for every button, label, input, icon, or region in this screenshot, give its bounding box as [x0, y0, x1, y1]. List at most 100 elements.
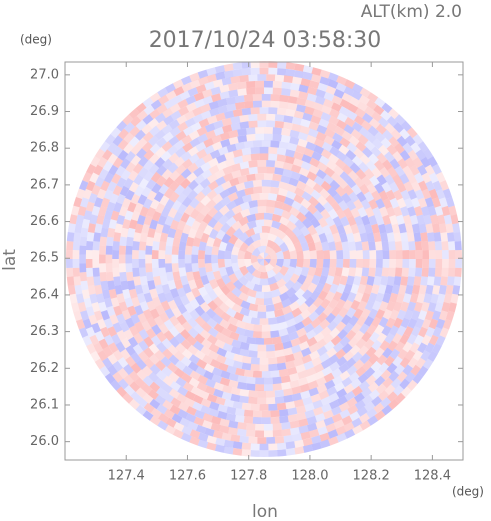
echo-cell [176, 287, 187, 298]
echo-cell [283, 388, 293, 397]
echo-cell [186, 102, 197, 112]
echo-cell [323, 98, 334, 109]
echo-cell [248, 114, 258, 122]
echo-cell [274, 342, 284, 351]
echo-cell [147, 280, 156, 291]
echo-cell [380, 397, 392, 408]
echo-cell [302, 65, 314, 74]
echo-cell [363, 315, 375, 327]
echo-cell [336, 432, 347, 443]
echo-cell [226, 365, 237, 375]
echo-cell [206, 435, 217, 445]
echo-cell [294, 446, 305, 455]
echo-cell [222, 384, 233, 394]
echo-cell [218, 292, 229, 304]
echo-cell [211, 141, 223, 151]
echo-cell [204, 385, 216, 395]
echo-cell [86, 232, 95, 242]
echo-cell [395, 250, 403, 259]
echo-cell [319, 432, 330, 442]
echo-cell [378, 390, 389, 401]
echo-cell [120, 280, 129, 291]
echo-cell [73, 232, 81, 242]
echo-cell [274, 349, 285, 358]
echo-cell [229, 177, 240, 187]
echo-cell [251, 261, 261, 271]
echo-cell [217, 105, 228, 114]
echo-cell [306, 171, 318, 182]
echo-cell [259, 153, 269, 161]
echo-cell [108, 288, 118, 299]
echo-cell [454, 241, 462, 251]
echo-cell [239, 201, 250, 211]
echo-cell [331, 406, 342, 416]
echo-cell [208, 343, 220, 354]
echo-cell [280, 134, 291, 143]
echo-cell [119, 236, 128, 247]
echo-cell [448, 302, 457, 313]
echo-cell [428, 250, 436, 259]
echo-cell [394, 165, 405, 177]
echo-cell [171, 199, 182, 211]
echo-cell [327, 79, 339, 89]
echo-cell [146, 206, 156, 218]
echo-cell [252, 186, 262, 194]
echo-cell [372, 138, 383, 150]
echo-cell [167, 207, 178, 219]
echo-cell [224, 158, 235, 168]
echo-cell [399, 149, 411, 161]
echo-cell [197, 439, 209, 449]
echo-cell [112, 135, 124, 147]
echo-cell [279, 94, 289, 103]
echo-cell [328, 267, 336, 277]
echo-cell [239, 284, 250, 295]
echo-cell [228, 373, 239, 382]
echo-cell [297, 138, 308, 148]
echo-cell [274, 120, 285, 129]
echo-cell [149, 364, 161, 375]
echo-cell [172, 428, 184, 439]
echo-cell [199, 205, 211, 217]
echo-cell [386, 144, 398, 156]
echo-cell [171, 245, 180, 255]
echo-cell [375, 250, 383, 259]
echo-cell [335, 321, 347, 333]
echo-cell [388, 267, 396, 277]
echo-cell [175, 360, 187, 371]
echo-cell [341, 92, 353, 103]
echo-cell [252, 330, 262, 339]
echo-cell [274, 200, 285, 210]
echo-cell [264, 337, 273, 345]
echo-cell [434, 302, 444, 313]
echo-cell [150, 99, 162, 110]
echo-cell [317, 195, 328, 206]
echo-cell [205, 378, 216, 389]
echo-cell [294, 63, 305, 72]
x-tick-label: 127.4 [108, 469, 145, 484]
echo-cell [282, 259, 291, 268]
echo-cell [351, 351, 363, 363]
echo-cell [128, 288, 138, 299]
echo-cell [296, 295, 307, 307]
echo-cell [119, 271, 128, 282]
echo-cell [314, 224, 325, 236]
echo-cell [228, 136, 239, 145]
echo-cell [206, 115, 218, 125]
echo-cell [416, 214, 426, 225]
echo-cell [329, 146, 341, 157]
echo-cell [83, 297, 93, 308]
echo-cell [410, 142, 421, 154]
echo-cell [82, 318, 93, 330]
echo-cell [125, 254, 133, 264]
echo-cell [226, 96, 236, 105]
echo-cell [146, 190, 157, 202]
echo-cell [363, 338, 375, 350]
echo-cell [155, 223, 164, 234]
echo-cell [196, 381, 208, 392]
echo-cell [112, 259, 120, 268]
echo-cell [441, 301, 451, 313]
echo-cell [197, 69, 209, 79]
echo-cell [307, 241, 316, 252]
echo-cell [178, 106, 190, 117]
echo-cell [367, 92, 379, 103]
